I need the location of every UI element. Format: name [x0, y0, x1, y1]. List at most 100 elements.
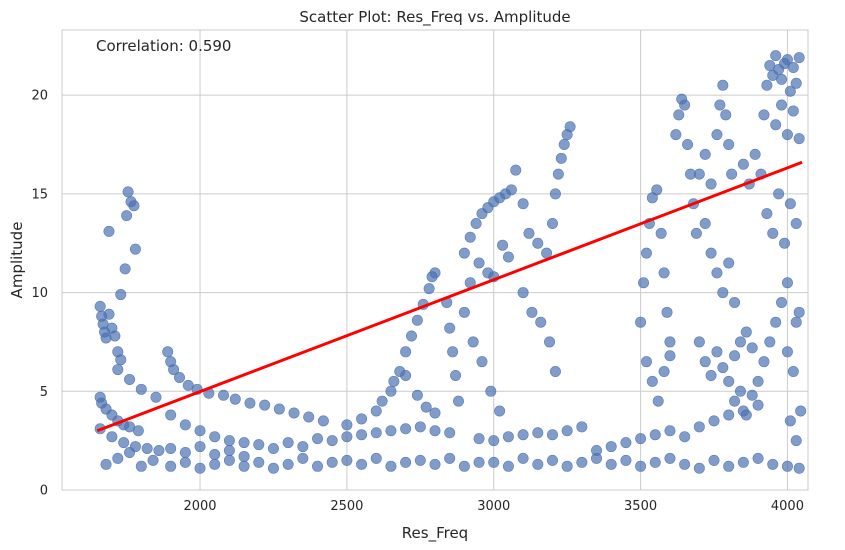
data-point	[497, 239, 509, 251]
data-point	[652, 395, 664, 407]
x-axis-ticks: 2000 2500 3000 3500 4000	[183, 499, 803, 514]
data-point	[179, 456, 191, 468]
data-point	[661, 306, 673, 318]
data-point	[464, 231, 476, 243]
data-point	[558, 139, 570, 151]
data-point	[505, 184, 517, 196]
data-point	[326, 456, 338, 468]
data-point	[135, 383, 147, 395]
data-point	[746, 389, 758, 401]
data-point	[444, 427, 456, 439]
data-point	[444, 452, 456, 464]
data-point	[326, 435, 338, 447]
data-point	[773, 188, 785, 200]
data-point	[532, 458, 544, 470]
data-point	[411, 314, 423, 326]
data-point	[693, 421, 705, 433]
data-point	[429, 267, 441, 279]
data-point	[699, 148, 711, 160]
data-point	[776, 99, 788, 111]
data-point	[94, 300, 106, 312]
data-point	[121, 210, 133, 222]
data-point	[770, 50, 782, 62]
data-point	[194, 441, 206, 453]
data-point	[764, 336, 776, 348]
data-point	[473, 456, 485, 468]
data-point	[758, 109, 770, 121]
data-point	[679, 431, 691, 443]
data-point	[450, 369, 462, 381]
y-tick-label: 10	[31, 286, 48, 301]
data-point	[458, 460, 470, 472]
y-tick-label: 15	[31, 187, 48, 202]
data-point	[737, 158, 749, 170]
data-point	[458, 306, 470, 318]
data-point	[288, 407, 300, 419]
data-point	[128, 200, 140, 212]
data-point	[734, 336, 746, 348]
data-point	[640, 356, 652, 368]
data-point	[173, 371, 185, 383]
data-point	[341, 431, 353, 443]
data-point	[370, 427, 382, 439]
data-point	[682, 139, 694, 151]
data-point	[124, 373, 136, 385]
data-point	[209, 458, 221, 470]
data-point	[605, 458, 617, 470]
data-point	[122, 186, 134, 198]
data-point	[447, 346, 459, 358]
data-point	[723, 257, 735, 269]
data-point	[779, 237, 791, 249]
data-point	[267, 462, 279, 474]
data-point	[635, 433, 647, 445]
data-point	[297, 441, 309, 453]
data-point	[112, 364, 124, 376]
data-point	[664, 452, 676, 464]
data-point	[790, 435, 802, 447]
data-point	[693, 336, 705, 348]
data-point	[546, 217, 558, 229]
data-point	[502, 460, 514, 472]
data-point	[546, 429, 558, 441]
data-point	[476, 356, 488, 368]
data-point	[218, 389, 230, 401]
data-point	[734, 385, 746, 397]
plot-area	[61, 29, 809, 491]
data-point	[341, 454, 353, 466]
data-point	[103, 308, 115, 320]
data-point	[576, 421, 588, 433]
data-point	[723, 460, 735, 472]
data-point	[223, 454, 235, 466]
data-point	[646, 375, 658, 387]
data-point	[640, 247, 652, 259]
data-point	[690, 227, 702, 239]
data-point	[356, 458, 368, 470]
data-point	[385, 385, 397, 397]
y-tick-label: 5	[40, 385, 48, 400]
data-point	[708, 454, 720, 466]
data-point	[209, 431, 221, 443]
data-point	[273, 403, 285, 415]
y-axis-ticks: 0 5 10 15 20	[31, 89, 48, 499]
data-point	[376, 395, 388, 407]
data-point	[752, 399, 764, 411]
data-point	[523, 227, 535, 239]
data-point	[532, 237, 544, 249]
data-point	[655, 227, 667, 239]
data-point	[132, 425, 144, 437]
data-point	[552, 168, 564, 180]
data-point	[385, 425, 397, 437]
data-point	[209, 448, 221, 460]
data-point	[793, 462, 805, 474]
data-point	[693, 462, 705, 474]
plot-frame-bg	[62, 30, 808, 490]
data-point	[705, 178, 717, 190]
data-point	[620, 437, 632, 449]
data-point	[776, 73, 788, 85]
data-point	[165, 409, 177, 421]
data-point	[770, 119, 782, 131]
data-point	[165, 443, 177, 455]
data-point	[740, 326, 752, 338]
data-point	[620, 454, 632, 466]
